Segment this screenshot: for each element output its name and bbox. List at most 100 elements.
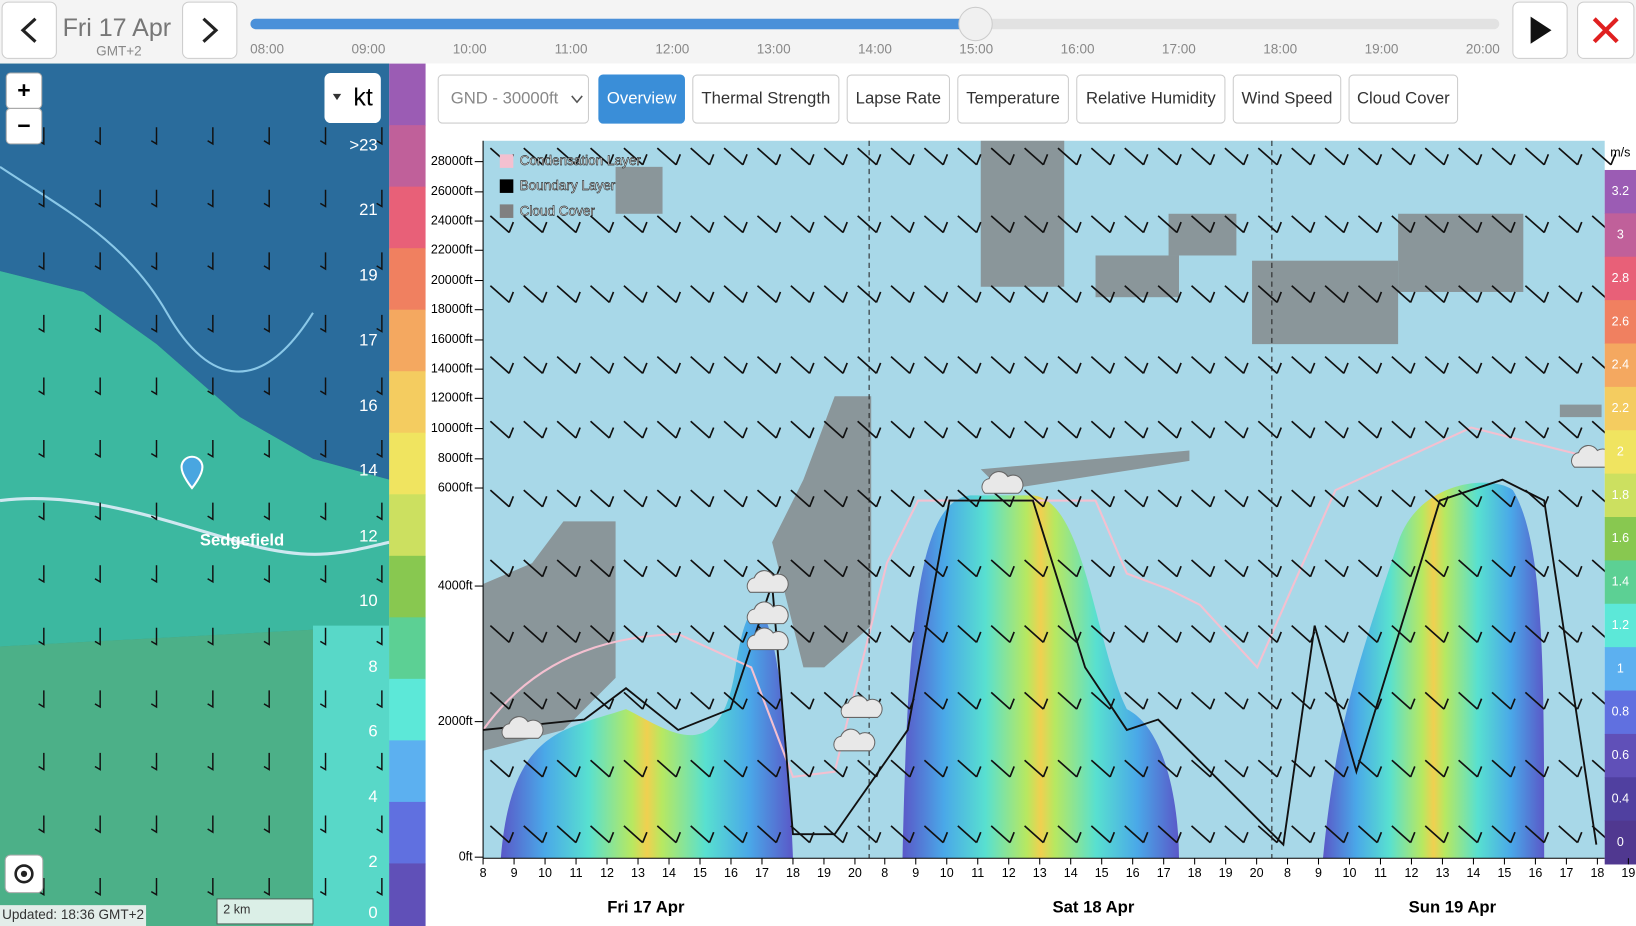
wind-barb	[1458, 420, 1483, 439]
location-pin[interactable]	[180, 455, 204, 490]
wind-barb	[1190, 147, 1216, 166]
unit-select[interactable]: kt	[324, 72, 381, 124]
wind-barb	[1391, 147, 1416, 166]
altitude-label: 12000ft	[431, 391, 473, 405]
wind-barb	[1524, 625, 1550, 643]
tab[interactable]	[846, 74, 950, 124]
wind-barb	[1391, 559, 1416, 578]
wind-barb	[1458, 489, 1483, 508]
wind-barb	[990, 147, 1015, 166]
cloud-icon	[840, 695, 883, 718]
map-wind-barb	[207, 690, 214, 709]
wind-barb	[756, 691, 782, 710]
map-wind-barb	[150, 502, 158, 521]
map-wind-barb	[263, 377, 270, 396]
wind-barb	[556, 489, 581, 508]
altitude-label: 14000ft	[431, 361, 473, 375]
wind-barb	[1424, 285, 1449, 304]
wind-barb	[556, 285, 581, 304]
close-button[interactable]	[1577, 1, 1635, 59]
scale-label: 2.6	[1612, 314, 1629, 328]
wind-barb	[1524, 559, 1550, 578]
scale-label: 1	[1617, 661, 1624, 675]
wind-barb	[790, 420, 815, 439]
tab[interactable]	[1232, 74, 1342, 124]
wind-barb	[857, 625, 882, 643]
wind-barb	[623, 420, 648, 439]
wind-barb	[1224, 759, 1249, 778]
wind-barb	[1558, 759, 1583, 778]
cloud-icon	[981, 471, 1024, 494]
map-wind-barb	[207, 752, 214, 771]
tab[interactable]	[1348, 74, 1459, 124]
wind-barb	[556, 215, 581, 234]
scale-label: 1.2	[1612, 618, 1629, 632]
altitude-label: 26000ft	[431, 184, 473, 198]
map-wind-barb	[94, 189, 101, 208]
tab[interactable]	[957, 74, 1069, 124]
wind-barb	[1257, 215, 1283, 234]
wind-barb	[890, 825, 915, 844]
wind-barb	[1024, 691, 1049, 710]
wind-barb	[1357, 559, 1383, 578]
scale-label: 0.6	[1612, 748, 1629, 762]
wind-barb	[1090, 559, 1116, 578]
day-label: Sun 19 Apr	[1409, 898, 1497, 917]
wind-barb	[1090, 285, 1116, 304]
place-label: Sedgefield	[200, 531, 284, 550]
wind-barb	[857, 825, 882, 844]
timeline-knob[interactable]	[958, 6, 993, 42]
tab[interactable]	[598, 74, 685, 124]
top-bar	[0, 0, 1636, 64]
wind-barb	[723, 759, 748, 778]
wind-barb	[857, 759, 882, 778]
zoom-in[interactable]: +	[5, 72, 43, 109]
wind-barb	[1257, 759, 1283, 778]
locate-button[interactable]	[4, 854, 44, 894]
prev-button[interactable]	[1, 1, 57, 59]
map-wind-barb	[94, 314, 101, 333]
wind-barb	[1190, 559, 1216, 578]
wind-barb	[1224, 825, 1249, 844]
wind-barb	[1090, 215, 1116, 234]
hour-label: 20	[1250, 866, 1264, 880]
wind-barb	[723, 559, 748, 578]
wind-barb	[623, 489, 648, 508]
map-wind-barb	[263, 127, 270, 146]
wind-barb	[890, 759, 915, 778]
wind-barb	[990, 285, 1015, 304]
wind-barb	[690, 691, 715, 710]
map-wind-barb	[150, 314, 158, 333]
next-button[interactable]	[182, 1, 238, 59]
zoom-out[interactable]: −	[5, 107, 43, 145]
wind-barb	[523, 147, 548, 166]
map-wind-barb	[263, 815, 270, 834]
wind-barb	[1424, 420, 1449, 439]
wind-barb	[1491, 759, 1516, 778]
wind-barb	[1524, 489, 1550, 508]
wind-barb	[556, 625, 581, 643]
updated-label: Updated: 18:36 GMT+2	[2, 907, 144, 922]
map-wind-barb	[38, 690, 45, 709]
tab[interactable]	[692, 74, 840, 124]
wind-barb	[523, 691, 548, 710]
wind-barb	[489, 489, 515, 508]
wind-barb	[1057, 691, 1082, 710]
wind-barb	[1224, 285, 1249, 304]
play-button[interactable]	[1512, 1, 1568, 59]
wind-barb	[1157, 625, 1182, 643]
altitude-select[interactable]: GND - 30000ft	[437, 74, 589, 124]
scale-swatch	[1604, 213, 1636, 258]
legend-label: 0	[368, 903, 377, 922]
wind-barb	[1424, 825, 1449, 844]
wind-barb	[489, 825, 515, 844]
hour-label: 16	[1126, 866, 1140, 880]
timeline-hour: 19:00	[1365, 42, 1399, 57]
scale-label: 3.2	[1612, 184, 1629, 198]
map-wind-barb	[207, 127, 214, 146]
map[interactable]	[0, 63, 390, 926]
hour-label: 17	[755, 866, 769, 880]
thermal-area	[500, 609, 793, 859]
wind-barb	[857, 420, 882, 439]
tab[interactable]	[1076, 74, 1226, 124]
